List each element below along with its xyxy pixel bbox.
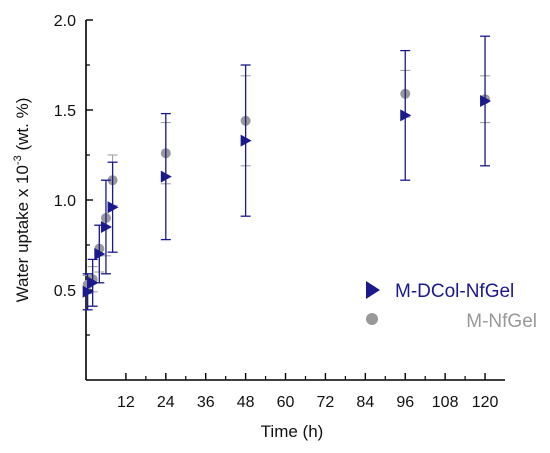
y-axis-title: Water uptake x 10-3 (wt. %): [12, 98, 32, 303]
data-point: [107, 201, 119, 214]
y-tick-label: 1.0: [54, 193, 76, 210]
y-axis-title-main: Water uptake x 10: [13, 165, 32, 302]
axes: [85, 20, 505, 381]
data-point: [87, 276, 99, 289]
ticks: [86, 19, 486, 380]
data-point: [400, 109, 412, 122]
x-tick-label: 24: [157, 394, 175, 411]
legend: M-DCol-NfGel M-NfGel: [366, 281, 537, 332]
data-point: [100, 221, 112, 233]
legend-label-m-nfgel: M-NfGel: [466, 311, 537, 332]
x-tick-label: 12: [117, 394, 135, 411]
data-point: [240, 134, 252, 147]
x-tick-label: 72: [317, 394, 335, 411]
y-axis-title-exponent: -3: [12, 155, 24, 165]
x-tick-label: 60: [277, 394, 295, 411]
x-tick-label: 108: [432, 394, 459, 411]
x-tick-label: 96: [396, 394, 414, 411]
legend-marker-m-nfgel: [366, 313, 378, 325]
y-axis-title-unit: (wt. %): [13, 98, 32, 156]
y-tick-label: 2.0: [54, 13, 76, 30]
legend-marker-m-dcol-nfgel: [366, 281, 380, 299]
y-tick-label: 1.5: [54, 103, 76, 120]
data-point: [82, 285, 94, 298]
series-layer: [82, 35, 492, 311]
x-tick-label: 84: [356, 394, 374, 411]
x-tick-label: 48: [237, 394, 255, 411]
data-point: [480, 95, 492, 107]
data-point: [94, 248, 106, 260]
x-axis-title: Time (h): [261, 422, 324, 441]
y-tick-label: 0.5: [54, 283, 76, 300]
tick-labels: 12 24 36 48 60 72 84 96 108 120 0.5 1.0 1.5 2.0: [54, 13, 499, 411]
data-point: [160, 170, 172, 183]
x-tick-label: 120: [472, 394, 499, 411]
series-m-dcol-nfgel: [82, 35, 492, 311]
series-m-nfgel: [82, 69, 491, 295]
x-tick-label: 36: [197, 394, 215, 411]
legend-label-m-dcol-nfgel: M-DCol-NfGel: [395, 281, 514, 302]
